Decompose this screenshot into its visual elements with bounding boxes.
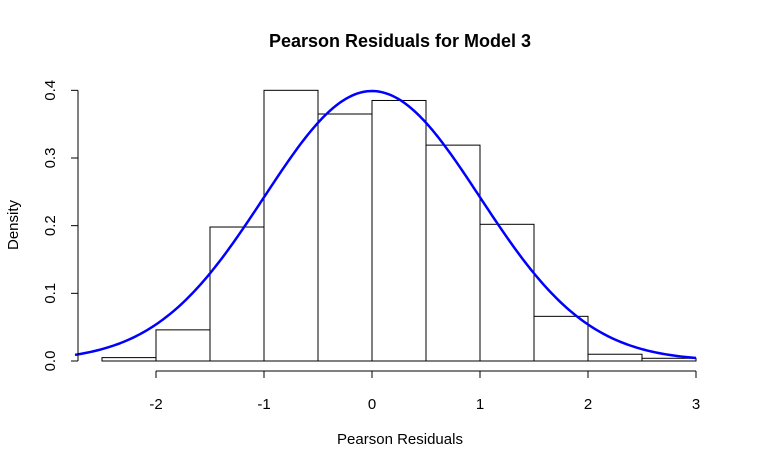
histogram-bar (317, 113, 373, 362)
histogram-bar (371, 99, 427, 362)
x-tick-label: 1 (476, 396, 484, 413)
y-axis-label: Density (5, 199, 22, 250)
x-tick-label: 2 (584, 396, 592, 413)
y-tick-label: 0.3 (42, 148, 59, 169)
y-tick-label: 0.2 (42, 215, 59, 236)
histogram-bar (533, 315, 589, 362)
histogram-bar (479, 223, 535, 362)
chart-title: Pearson Residuals for Model 3 (269, 31, 531, 51)
histogram-bar (263, 89, 319, 362)
x-tick-label: -2 (149, 396, 162, 413)
x-axis-label: Pearson Residuals (337, 431, 463, 448)
x-tick-label: 3 (692, 396, 700, 413)
histogram-bar (209, 226, 265, 362)
y-axis: 0.0 0.1 0.2 0.3 0.4 (42, 80, 79, 372)
y-tick-label: 0.0 (42, 351, 59, 372)
histogram-bar (425, 144, 481, 362)
y-tick-label: 0.4 (42, 80, 59, 101)
y-tick-label: 0.1 (42, 283, 59, 304)
x-axis: -2 -1 0 1 2 3 (149, 370, 700, 413)
x-tick-label: -1 (257, 396, 270, 413)
histogram-bar (155, 329, 211, 362)
histogram-bar (587, 353, 643, 362)
normal-density-curve (74, 89, 697, 360)
x-tick-label: 0 (368, 396, 376, 413)
histogram-bar (641, 357, 697, 362)
histogram-bars (101, 89, 697, 362)
histogram-bar (101, 357, 157, 362)
